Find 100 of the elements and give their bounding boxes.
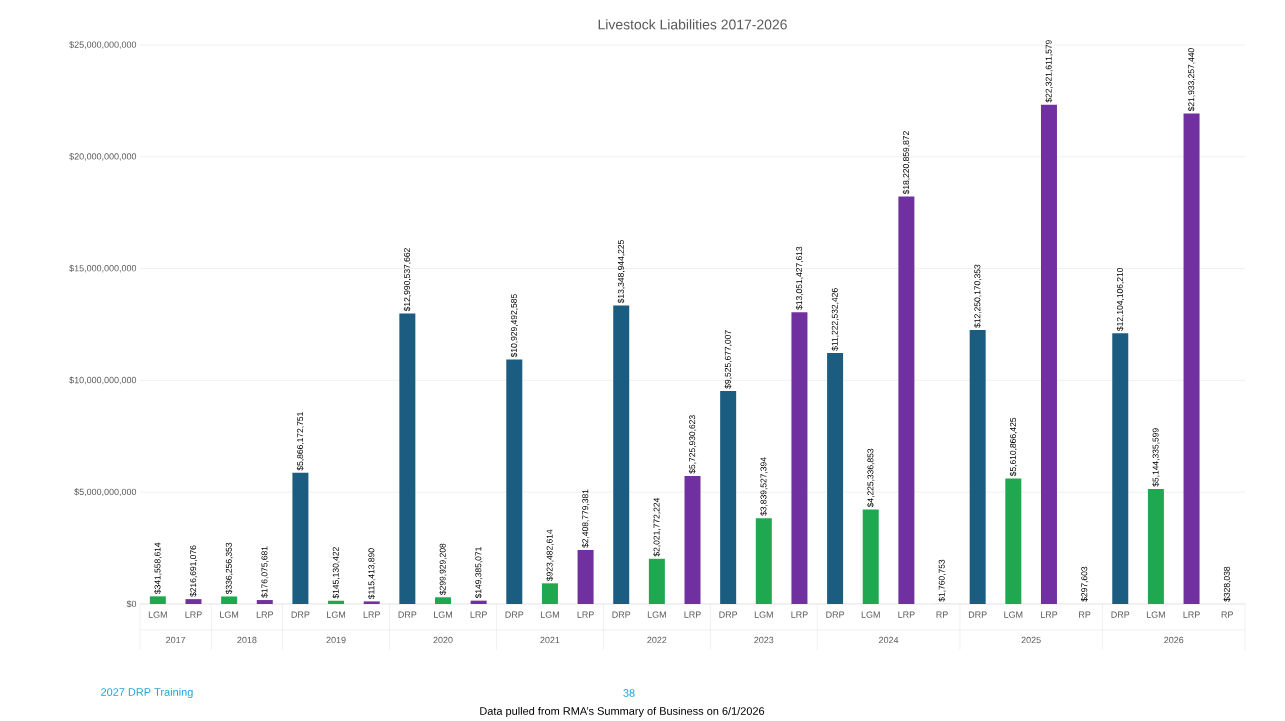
data-label: $341,558,614 xyxy=(154,542,162,595)
bar xyxy=(541,583,558,604)
bar xyxy=(292,472,309,604)
bar xyxy=(1112,333,1129,604)
x-tick-label: DRP xyxy=(505,611,524,618)
data-label: $12,250,170,353 xyxy=(974,264,982,328)
x-tick-label: LGM xyxy=(540,611,559,618)
data-label: $145,130,422 xyxy=(332,547,340,599)
text: 2023 xyxy=(754,636,774,644)
data-label: $9,525,677,007 xyxy=(724,330,732,389)
data-label: $149,385,071 xyxy=(474,547,483,599)
data-label: $336,256,353 xyxy=(225,542,233,595)
data-label: $297,603 xyxy=(1080,566,1089,602)
text: 2026 xyxy=(1164,636,1184,644)
data-label: $115,413,890 xyxy=(368,548,376,600)
x-tick-label: LRP xyxy=(898,611,915,618)
x-tick-label: LGM xyxy=(754,611,773,618)
bar xyxy=(898,196,915,604)
x-tick-label: LRP xyxy=(363,611,380,618)
x-tick-label: LRP xyxy=(185,611,202,618)
bar xyxy=(862,509,879,604)
data-label: $18,220,859,872 xyxy=(902,131,911,195)
text: 2020 xyxy=(433,636,453,644)
bar xyxy=(613,305,630,604)
x-tick-label: LGM xyxy=(861,611,880,618)
bar xyxy=(1147,488,1164,604)
data-label: $3,839,527,394 xyxy=(760,457,768,516)
x-tick-label: LGM xyxy=(148,611,167,618)
bar xyxy=(720,390,737,604)
x-tick-label: RP xyxy=(1221,611,1233,618)
chart-title: Livestock Liabilities 2017-2026 xyxy=(598,19,787,30)
bar xyxy=(399,313,416,604)
bar xyxy=(684,475,701,604)
bar xyxy=(648,558,665,604)
bar xyxy=(328,600,345,604)
bar xyxy=(256,600,273,604)
data-label: $5,725,930,623 xyxy=(688,415,697,474)
y-tick-label: $25,000,000,000 xyxy=(69,41,137,49)
text: 2021 xyxy=(540,636,560,644)
data-label: $12,104,106,210 xyxy=(1116,267,1124,332)
x-tick-label: LGM xyxy=(1004,611,1023,618)
x-tick-label: LRP xyxy=(256,611,274,618)
x-tick-label: RP xyxy=(936,611,948,618)
data-label: $5,866,172,751 xyxy=(296,412,305,471)
data-label: $328,038 xyxy=(1223,566,1231,602)
x-tick-label: LGM xyxy=(1146,611,1165,618)
x-tick-label: DRP xyxy=(398,611,417,618)
text: 2024 xyxy=(879,636,899,644)
bar xyxy=(1183,113,1200,604)
y-tick-label: $20,000,000,000 xyxy=(69,152,137,161)
data-label: $5,610,866,425 xyxy=(1009,417,1017,477)
data-label: $299,929,208 xyxy=(439,543,447,595)
x-tick-label: LGM xyxy=(434,611,452,618)
text: 38 xyxy=(623,689,635,697)
data-label: $176,075,681 xyxy=(261,546,269,598)
x-tick-label: LRP xyxy=(791,611,808,618)
y-tick-label: $5,000,000,000 xyxy=(74,488,137,497)
bar xyxy=(506,359,523,604)
data-label: $21,933,257,440 xyxy=(1187,48,1196,112)
x-tick-label: DRP xyxy=(719,611,738,618)
data-label: $4,225,336,853 xyxy=(867,448,875,508)
text: 2027 DRP Training xyxy=(101,687,193,699)
x-tick-label: DRP xyxy=(1111,611,1130,618)
bar xyxy=(755,518,772,604)
x-tick-label: DRP xyxy=(968,611,987,618)
x-tick-label: LRP xyxy=(470,611,487,618)
x-tick-label: LGM xyxy=(647,611,666,618)
data-label: $2,408,779,381 xyxy=(581,489,590,548)
bar xyxy=(185,599,202,604)
x-tick-label: DRP xyxy=(826,611,845,618)
bar xyxy=(577,550,594,604)
text: 2022 xyxy=(647,636,667,644)
bar xyxy=(1005,478,1022,604)
data-label: $12,990,537,662 xyxy=(403,248,412,312)
data-label: $13,051,427,613 xyxy=(795,246,804,310)
x-tick-label: LGM xyxy=(327,611,346,618)
y-tick-label: $15,000,000,000 xyxy=(69,264,137,273)
text: 2019 xyxy=(326,636,346,644)
bar xyxy=(149,596,166,604)
data-label: $10,929,492,585 xyxy=(510,294,518,358)
data-label: $11,222,532,426 xyxy=(831,288,839,351)
text: Data pulled from RMA’s Summary of Business on 6/1/2026 xyxy=(480,706,765,718)
bar xyxy=(969,330,986,604)
bar xyxy=(221,596,238,604)
text: 2017 xyxy=(166,636,186,644)
x-tick-label: LRP xyxy=(684,611,701,618)
y-tick-label: $0 xyxy=(126,600,137,608)
x-tick-label: DRP xyxy=(291,611,310,618)
bar xyxy=(470,600,487,604)
data-label: $13,348,944,225 xyxy=(617,240,625,304)
text: 2018 xyxy=(237,636,257,644)
x-tick-label: DRP xyxy=(612,611,631,618)
data-label: $2,021,772,224 xyxy=(653,497,661,557)
x-tick-label: LRP xyxy=(1183,611,1200,618)
x-tick-label: RP xyxy=(1079,611,1091,618)
data-label: $22,321,611,579 xyxy=(1045,40,1053,103)
data-label: $923,482,614 xyxy=(546,529,554,582)
bar xyxy=(827,353,844,604)
y-tick-label: $10,000,000,000 xyxy=(69,376,137,385)
x-tick-label: LRP xyxy=(577,611,594,618)
